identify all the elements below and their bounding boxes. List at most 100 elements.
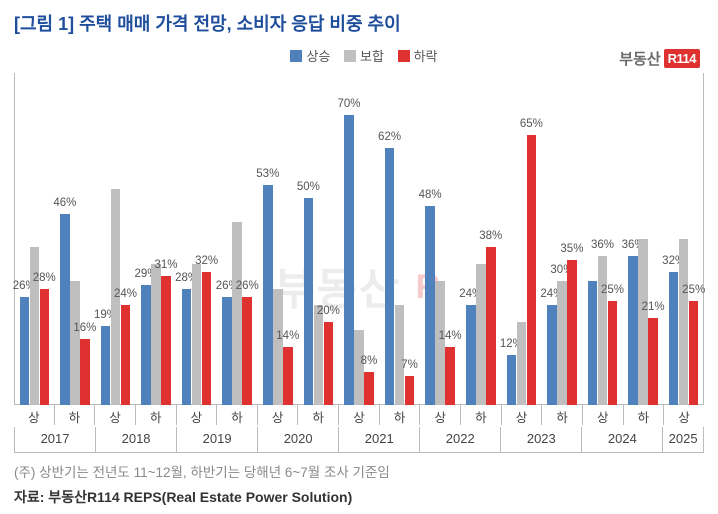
x-period-label: 하 <box>55 405 96 425</box>
brand-logo: 부동산 R114 <box>619 48 700 69</box>
x-period-label: 하 <box>298 405 339 425</box>
x-year-label: 2023 <box>501 427 582 453</box>
footnote: (주) 상반기는 전년도 11~12월, 하반기는 당해년 6~7월 조사 기준… <box>0 453 718 483</box>
bar-flat <box>517 322 527 405</box>
bar-fall: 8% <box>364 372 374 405</box>
bar-flat <box>395 305 405 405</box>
bar-rise: 19% <box>101 326 111 405</box>
bar-label: 38% <box>479 230 502 242</box>
bar-rise: 26% <box>20 297 30 405</box>
bar-group: 50%20% <box>298 198 339 406</box>
bar-fall: 31% <box>161 276 171 405</box>
bar-label: 16% <box>73 322 96 334</box>
bar-label: 62% <box>378 131 401 143</box>
bar-label: 7% <box>401 359 418 371</box>
legend-swatch-fall <box>398 50 410 62</box>
bar-fall: 14% <box>445 347 455 405</box>
bar-label: 48% <box>419 189 442 201</box>
bar-fall: 35% <box>567 260 577 405</box>
bar-group: 19% 24% <box>95 189 136 405</box>
bar-group: 29% 31% <box>136 264 177 405</box>
bar-group: 62% 7% <box>379 148 420 405</box>
x-axis-periods: 상하상하상하상하상하상하상하상하상 <box>14 405 704 425</box>
x-year-label: 2018 <box>96 427 177 453</box>
bar-label: 50% <box>297 181 320 193</box>
bar-fall: 28% <box>40 289 50 405</box>
bar-rise: 48% <box>425 206 435 405</box>
bar-rise: 50% <box>304 198 314 406</box>
x-year-label: 2017 <box>15 427 96 453</box>
bar-group: 70%8% <box>339 115 380 406</box>
bar-label: 26% <box>236 280 259 292</box>
bar-fall: 21% <box>648 318 658 405</box>
bar-fall: 25% <box>608 301 618 405</box>
x-period-label: 상 <box>95 405 136 425</box>
bar-label: 25% <box>601 284 624 296</box>
bar-group: 12% 65% <box>501 135 542 405</box>
bar-fall: 7% <box>405 376 415 405</box>
x-period-label: 상 <box>502 405 543 425</box>
legend: 상승 보합 하락 <box>0 42 718 67</box>
bar-label: 14% <box>439 330 462 342</box>
x-year-label: 2021 <box>339 427 420 453</box>
bar-rise: 28% <box>182 289 192 405</box>
x-period-label: 하 <box>136 405 177 425</box>
x-period-label: 상 <box>177 405 218 425</box>
bar-label: 70% <box>337 98 360 110</box>
x-period-label: 하 <box>461 405 502 425</box>
source: 자료: 부동산R114 REPS(Real Estate Power Solut… <box>0 483 718 507</box>
x-period-label: 상 <box>14 405 55 425</box>
bar-label: 24% <box>114 288 137 300</box>
bar-flat <box>476 264 486 405</box>
bar-rise: 24% <box>466 305 476 405</box>
x-period-label: 상 <box>258 405 299 425</box>
bar-rise: 53% <box>263 185 273 405</box>
bar-label: 46% <box>53 197 76 209</box>
bar-label: 53% <box>256 168 279 180</box>
bar-group: 26%26% <box>217 222 258 405</box>
bar-group: 46%16% <box>55 214 96 405</box>
bar-rise <box>588 281 598 406</box>
chart: 부동산 R 26%28%46%16%19%24%29%31%28%32%26%2… <box>14 73 704 453</box>
bar-flat <box>314 305 324 405</box>
bar-fall: 65% <box>527 135 537 405</box>
bar-label: 14% <box>276 330 299 342</box>
x-year-label: 2022 <box>420 427 501 453</box>
bar-rise: 36% <box>628 256 638 405</box>
bar-flat <box>192 264 202 405</box>
x-axis-years: 201720182019202020212022202320242025 <box>14 427 704 453</box>
bar-label: 36% <box>591 239 614 251</box>
x-period-label: 상 <box>339 405 380 425</box>
bar-fall: 14% <box>283 347 293 405</box>
bar-flat <box>354 330 364 405</box>
bar-rise: 62% <box>385 148 395 405</box>
bar-label: 28% <box>33 272 56 284</box>
bar-label: 21% <box>642 301 665 313</box>
bar-flat <box>679 239 689 405</box>
bar-group: 48% 14% <box>420 206 461 405</box>
bar-group: 28%32% <box>176 264 217 405</box>
bar-rise: 29% <box>141 285 151 405</box>
x-year-label: 2025 <box>663 427 704 453</box>
bar-label: 32% <box>195 255 218 267</box>
bar-fall: 16% <box>80 339 90 405</box>
bar-flat: 36% <box>598 256 608 405</box>
bar-group: 53%14% <box>258 185 299 405</box>
x-period-label: 하 <box>217 405 258 425</box>
bar-flat: 30% <box>557 281 567 406</box>
x-period-label: 상 <box>420 405 461 425</box>
bar-group: 26% 28% <box>14 247 55 405</box>
bar-label: 8% <box>361 355 378 367</box>
bar-rise: 12% <box>507 355 517 405</box>
x-year-label: 2019 <box>177 427 258 453</box>
bar-label: 25% <box>682 284 705 296</box>
bar-label: 31% <box>155 259 178 271</box>
brand-badge: R114 <box>664 49 700 68</box>
bar-label: 20% <box>317 305 340 317</box>
brand-text: 부동산 <box>619 48 660 69</box>
bar-flat <box>70 281 80 406</box>
bar-rise: 24% <box>547 305 557 405</box>
bar-group: 32%25% <box>663 239 704 405</box>
bar-label: 35% <box>560 243 583 255</box>
x-year-label: 2020 <box>258 427 339 453</box>
